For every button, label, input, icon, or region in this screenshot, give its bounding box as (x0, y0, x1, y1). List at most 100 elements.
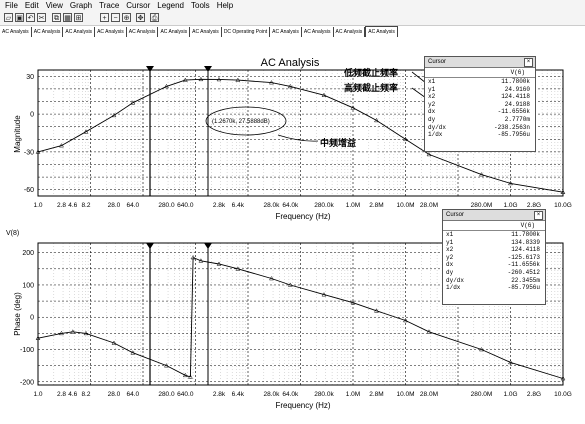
y-tick-label: 30 (26, 74, 34, 81)
tab-4[interactable]: AC Analysis (127, 27, 159, 37)
x-tick-label: 28.0 (108, 391, 121, 398)
cursor-row-key: x2 (428, 93, 436, 101)
x-tick-label: 1.0M (346, 391, 360, 398)
tab-7[interactable]: DC Operating Point (222, 27, 271, 37)
cursor-2-handle-bottom[interactable] (204, 243, 212, 249)
x-tick-label: 8.2 (81, 202, 90, 209)
cursor-window-top[interactable]: Cursor × V(6) x1 11.7800k y1 24.9160 x2 124.4… (424, 56, 536, 152)
x-tick-label: 280.0 (158, 391, 175, 398)
zoom-area-icon[interactable]: ⊕ (122, 13, 131, 22)
data-point (269, 80, 274, 85)
data-point (350, 105, 356, 110)
data-point (83, 330, 89, 336)
x-tick-label: 2.8M (369, 391, 383, 398)
cursor-window-title: Cursor × (443, 210, 545, 221)
menu-cursor[interactable]: Cursor (126, 1, 151, 10)
cursor-row-key: dy (446, 268, 454, 276)
data-point (479, 172, 484, 177)
high-cutoff-annotation: 高频截止频率 (344, 82, 398, 93)
data-point (111, 112, 117, 118)
cursor-1-handle-top[interactable] (146, 66, 154, 72)
cut-icon[interactable]: ✂ (37, 13, 46, 22)
bottom-plot-xlabel: Frequency (Hz) (275, 401, 330, 410)
menu-legend[interactable]: Legend (157, 1, 184, 10)
cursor-row-dy: dy -260.4512 (443, 269, 545, 277)
x-tick-label: 10.0M (396, 391, 414, 398)
tab-10[interactable]: AC Analysis (334, 27, 366, 37)
close-icon[interactable]: × (524, 58, 533, 67)
menu-edit[interactable]: Edit (24, 1, 39, 10)
cursor-row-y2: y2 24.9188 (425, 101, 535, 109)
data-point (560, 376, 566, 381)
x-tick-label: 64.0 (126, 202, 139, 209)
data-point (287, 83, 293, 89)
grid-icon[interactable]: ▦ (63, 13, 72, 22)
data-point (508, 359, 513, 365)
data-point (235, 77, 241, 82)
tab-5[interactable]: AC Analysis (158, 27, 191, 37)
data-point (164, 363, 169, 368)
x-tick-label: 28.0M (420, 391, 438, 398)
menu-trace[interactable]: Trace (99, 1, 120, 10)
bottom-plot-ylabel: Phase (deg) (13, 292, 22, 336)
cursor-window-header: V(6) (425, 68, 535, 78)
save-icon[interactable]: ▣ (15, 13, 24, 22)
data-point (35, 335, 41, 340)
cursor-window-header: V(6) (443, 221, 545, 231)
x-tick-label: 280.0 (158, 202, 175, 209)
cursor-row-value: 2.7770m (504, 115, 530, 123)
tab-11[interactable]: AC Analysis (365, 26, 398, 37)
cursor-window-rows: x1 11.7800k y1 134.8339 x2 124.4118 y2 -125.617… (443, 231, 545, 292)
copy-icon[interactable]: ⧉ (52, 13, 61, 22)
fit-icon[interactable]: ⊞ (74, 13, 83, 22)
x-tick-label: 28.0k (264, 202, 281, 209)
data-point (216, 76, 222, 82)
menu-help[interactable]: Help (216, 1, 234, 10)
print-icon[interactable]: ⎙ (150, 13, 159, 22)
x-tick-label: 10.0G (554, 202, 572, 209)
cursor-row-value: 22.3455m (511, 276, 540, 284)
tab-2[interactable]: AC Analysis (63, 27, 96, 37)
open-icon[interactable]: ▱ (4, 13, 13, 22)
cursor-window-bottom[interactable]: Cursor × V(6) x1 11.7800k y1 134.8339 x2 124.… (442, 209, 546, 305)
cursor-row-x2: x2 124.4118 (443, 246, 545, 254)
data-point (182, 372, 188, 378)
cursor-1-handle-bottom[interactable] (146, 243, 154, 249)
pan-icon[interactable]: ✥ (136, 13, 145, 22)
menu-graph[interactable]: Graph (69, 1, 93, 10)
cursor-2-handle-top[interactable] (204, 66, 212, 72)
tab-3[interactable]: AC Analysis (95, 27, 127, 37)
mid-gain-ellipse (205, 106, 287, 136)
data-point (269, 275, 274, 281)
tab-1[interactable]: AC Analysis (32, 27, 64, 37)
tab-9[interactable]: AC Analysis (302, 27, 334, 37)
data-point (35, 149, 41, 154)
top-plot-title: AC Analysis (261, 57, 320, 69)
close-icon[interactable]: × (534, 211, 543, 220)
cursor-row-1-dx: 1/dx -85.7956u (443, 284, 545, 292)
cursor-row-value: -260.4512 (507, 268, 540, 276)
cursor-row-value: 124.4118 (501, 93, 530, 101)
cursor-row-x1: x1 11.7800k (425, 78, 535, 86)
cursor-row-y2: y2 -125.6173 (443, 254, 545, 262)
top-plot-frame (37, 69, 564, 197)
cursor-window-rows: x1 11.7800k y1 24.9160 x2 124.4118 y2 24.9188 dx… (425, 78, 535, 139)
x-tick-label: 1.0M (346, 202, 360, 209)
menu-tools[interactable]: Tools (191, 1, 210, 10)
cursor-row-key: dy/dx (446, 276, 465, 284)
undo-icon[interactable]: ↶ (26, 13, 35, 22)
top-plot-axes: 30 0 -30 -60 1.0 2.8 4.6 8.2 28.0 64.0 280.0 640.0 2… (24, 74, 572, 209)
y-tick-label: -200 (20, 379, 34, 386)
cursor-row-dy: dy 2.7770m (425, 116, 535, 124)
menu-view[interactable]: View (45, 1, 63, 10)
tab-8[interactable]: AC Analysis (270, 27, 302, 37)
menu-file[interactable]: File (5, 1, 18, 10)
zoom-out-icon[interactable]: − (111, 13, 120, 22)
mid-gain-annotation: 中频增益 (320, 137, 356, 148)
zoom-in-icon[interactable]: + (100, 13, 109, 22)
data-point (216, 261, 222, 266)
tab-0[interactable]: AC Analysis (0, 27, 32, 37)
tab-6[interactable]: AC Analysis (190, 27, 222, 37)
x-tick-label: 10.0G (554, 391, 572, 398)
cursor-row-y1: y1 24.9160 (425, 86, 535, 94)
